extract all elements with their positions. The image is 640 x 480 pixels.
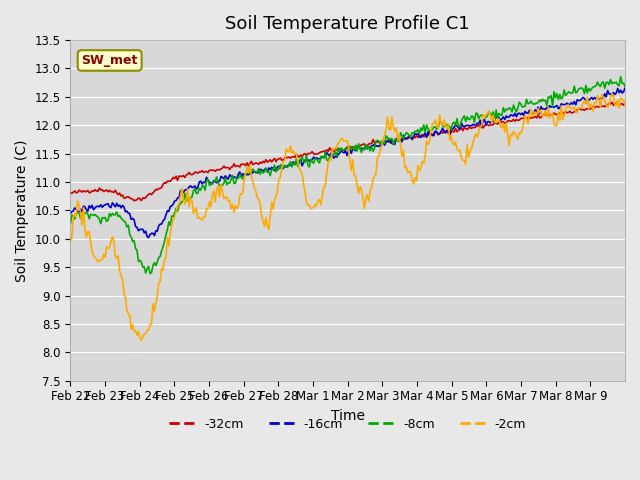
Legend: -32cm, -16cm, -8cm, -2cm: -32cm, -16cm, -8cm, -2cm bbox=[164, 413, 531, 436]
Title: Soil Temperature Profile C1: Soil Temperature Profile C1 bbox=[225, 15, 470, 33]
Y-axis label: Soil Temperature (C): Soil Temperature (C) bbox=[15, 139, 29, 282]
X-axis label: Time: Time bbox=[331, 409, 365, 423]
Text: SW_met: SW_met bbox=[81, 54, 138, 67]
